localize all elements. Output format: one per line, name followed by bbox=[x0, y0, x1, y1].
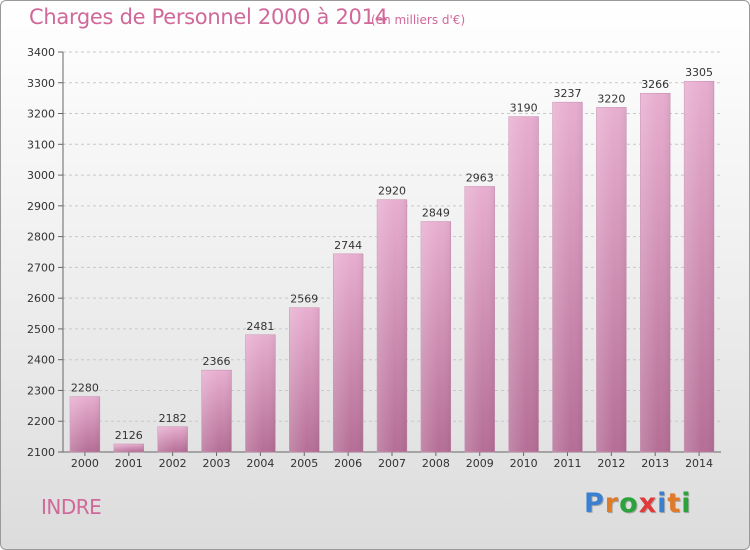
logo-letter: x bbox=[638, 488, 658, 519]
x-tick-label: 2007 bbox=[378, 457, 406, 470]
data-label: 2744 bbox=[334, 239, 362, 252]
bar-highlight bbox=[640, 93, 671, 452]
logo-letter: o bbox=[619, 488, 639, 519]
logo-letter: i bbox=[657, 488, 668, 519]
chart-subtitle: (en milliers d'€) bbox=[371, 13, 466, 27]
bar-highlight bbox=[420, 221, 451, 452]
bar-highlight bbox=[289, 307, 320, 452]
x-tick-label: 2003 bbox=[203, 457, 231, 470]
bar-highlight bbox=[70, 396, 100, 452]
logo-letter: r bbox=[604, 488, 620, 519]
data-label: 3220 bbox=[597, 92, 625, 105]
bar-highlight bbox=[157, 426, 188, 452]
y-tick-label: 2700 bbox=[27, 261, 55, 274]
data-label: 2280 bbox=[71, 382, 99, 395]
bars bbox=[69, 80, 715, 453]
y-tick-label: 3100 bbox=[27, 138, 55, 151]
bar-highlight bbox=[333, 253, 364, 452]
bar-highlight bbox=[684, 81, 714, 452]
bar-highlight bbox=[201, 370, 232, 452]
x-tick-label: 2000 bbox=[71, 457, 99, 470]
data-label: 2481 bbox=[246, 320, 274, 333]
bar-highlight bbox=[464, 186, 495, 452]
data-labels: 2280 2126 2182 2366 2481 2569 2744 2920 2849 2963… bbox=[71, 66, 713, 442]
data-label: 2849 bbox=[422, 207, 450, 220]
y-tick-label: 3200 bbox=[27, 108, 55, 121]
y-tick-label: 3300 bbox=[27, 77, 55, 90]
region-label: INDRE bbox=[41, 495, 102, 519]
data-label: 3237 bbox=[553, 87, 581, 100]
bar-highlight bbox=[245, 334, 276, 452]
data-label: 2920 bbox=[378, 185, 406, 198]
data-label: 2963 bbox=[466, 171, 494, 184]
x-tick-label: 2004 bbox=[246, 457, 274, 470]
x-tick-label: 2012 bbox=[597, 457, 625, 470]
logo-letter: P bbox=[584, 488, 605, 519]
data-label: 2366 bbox=[203, 355, 231, 368]
logo-letter: t bbox=[667, 488, 682, 519]
axes: 2100 2200 2300 2400 2500 2600 2700 2800 2900 3000… bbox=[27, 46, 721, 470]
x-tick-label: 2002 bbox=[159, 457, 187, 470]
x-tick-label: 2005 bbox=[290, 457, 318, 470]
bar-highlight bbox=[596, 107, 627, 452]
x-tick-label: 2014 bbox=[685, 457, 713, 470]
data-label: 2569 bbox=[290, 293, 318, 306]
y-tick-label: 2800 bbox=[27, 231, 55, 244]
y-tick-label: 2300 bbox=[27, 384, 55, 397]
y-tick-label: 2500 bbox=[27, 323, 55, 336]
data-label: 3305 bbox=[685, 66, 713, 79]
x-tick-label: 2010 bbox=[510, 457, 538, 470]
y-tick-label: 2600 bbox=[27, 292, 55, 305]
x-tick-label: 2001 bbox=[115, 457, 143, 470]
bar-highlight bbox=[113, 444, 144, 452]
x-tick-label: 2011 bbox=[553, 457, 581, 470]
y-tick-label: 2900 bbox=[27, 200, 55, 213]
logo-letter: i bbox=[681, 488, 692, 519]
bar-highlight bbox=[508, 116, 539, 452]
x-tick-label: 2008 bbox=[422, 457, 450, 470]
data-label: 2182 bbox=[159, 412, 187, 425]
y-tick-label: 2200 bbox=[27, 415, 55, 428]
proxiti-logo[interactable]: Proxiti bbox=[584, 488, 692, 519]
data-label: 3266 bbox=[641, 78, 669, 91]
y-tick-label: 2400 bbox=[27, 354, 55, 367]
y-tick-label: 3400 bbox=[27, 46, 55, 59]
bar-highlight bbox=[377, 199, 407, 452]
x-tick-label: 2009 bbox=[466, 457, 494, 470]
x-tick-label: 2006 bbox=[334, 457, 362, 470]
bar-highlight bbox=[552, 102, 583, 453]
chart-title: Charges de Personnel 2000 à 2014 bbox=[29, 5, 388, 29]
y-tick-label: 2100 bbox=[27, 446, 55, 459]
data-label: 2126 bbox=[115, 429, 143, 442]
y-tick-label: 3000 bbox=[27, 169, 55, 182]
data-label: 3190 bbox=[510, 102, 538, 115]
x-tick-label: 2013 bbox=[641, 457, 669, 470]
